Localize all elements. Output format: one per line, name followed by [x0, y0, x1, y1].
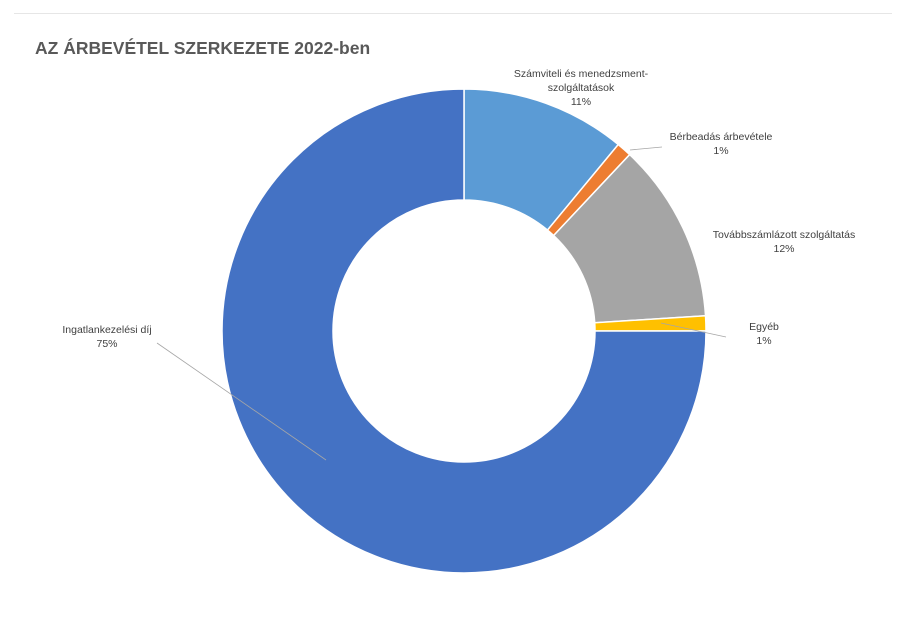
slice-category-label: Bérbeadás árbevétele [670, 131, 773, 143]
donut-slice [221, 88, 707, 574]
slice-value-label: 11% [571, 96, 591, 108]
slice-category-label: Egyéb [749, 321, 779, 333]
slice-value-label: 12% [773, 243, 794, 255]
slice-category-label: Ingatlankezelési díj [62, 324, 151, 336]
slice-value-label: 1% [713, 145, 728, 157]
leader-line [156, 342, 327, 461]
slice-category-label: Továbbszámlázott szolgáltatás [713, 229, 855, 241]
chart-title: AZ ÁRBEVÉTEL SZERKEZETE 2022-ben [35, 38, 371, 58]
leader-line [629, 146, 663, 151]
slice-category-label: szolgáltatások [548, 82, 615, 94]
slice-value-label: 1% [756, 335, 771, 347]
slice-category-label: Számviteli és menedzsment- [514, 68, 649, 80]
top-divider [14, 13, 892, 14]
leader-line [660, 322, 727, 338]
slice-value-label: 75% [96, 338, 117, 350]
